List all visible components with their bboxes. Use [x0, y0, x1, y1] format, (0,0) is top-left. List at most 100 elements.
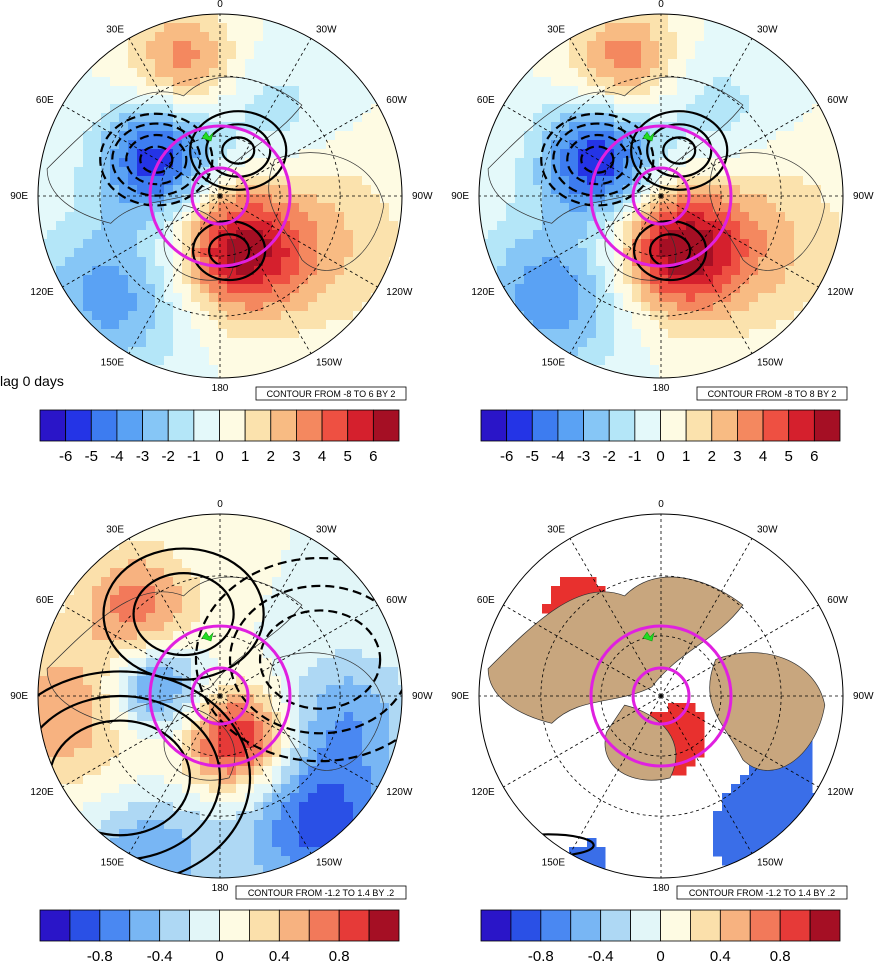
colorbar-swatch	[308, 909, 340, 942]
field-cell	[173, 320, 183, 330]
field-cell	[173, 577, 183, 587]
field-cell	[191, 212, 201, 222]
field-cell	[713, 167, 723, 177]
field-cell	[272, 631, 282, 641]
field-cell	[686, 293, 696, 303]
field-cell	[236, 221, 246, 231]
field-cell	[776, 176, 786, 186]
field-cell	[227, 748, 237, 758]
field-cell	[731, 50, 741, 60]
field-cell	[317, 203, 327, 213]
colorbar-label: -0.4	[147, 948, 173, 964]
meridian-line	[503, 104, 662, 197]
field-cell	[371, 766, 381, 776]
field-cell	[272, 838, 282, 848]
field-cell	[362, 721, 372, 731]
field-cell	[65, 766, 75, 776]
field-cell	[821, 266, 831, 276]
field-cell	[362, 176, 372, 186]
field-cell	[137, 793, 147, 803]
field-cell	[551, 320, 561, 330]
field-cell	[200, 23, 210, 33]
field-cell	[668, 95, 678, 105]
field-cell	[119, 140, 129, 150]
field-cell	[785, 104, 795, 114]
field-cell	[227, 374, 237, 378]
field-cell	[65, 613, 75, 623]
field-cell	[785, 131, 795, 141]
field-cell	[254, 523, 264, 533]
field-cell	[173, 622, 183, 632]
field-cell	[263, 14, 273, 24]
field-cell	[209, 203, 219, 213]
outer-reference-circle	[148, 124, 292, 268]
field-cell	[803, 149, 813, 159]
field-cell	[758, 185, 768, 195]
field-cell	[119, 77, 129, 87]
field-cell	[344, 257, 354, 267]
field-cell	[668, 221, 678, 231]
field-cell	[668, 140, 678, 150]
field-cell	[137, 167, 147, 177]
field-cell	[65, 122, 75, 132]
field-cell	[74, 257, 84, 267]
field-cell	[191, 185, 201, 195]
field-cell	[344, 613, 354, 623]
field-cell	[227, 221, 237, 231]
field-cell	[560, 68, 570, 78]
field-cell	[560, 275, 570, 285]
field-cell	[254, 829, 264, 839]
field-cell	[632, 140, 642, 150]
field-cell	[353, 739, 363, 749]
field-cell	[74, 266, 84, 276]
field-cell	[767, 802, 777, 812]
field-cell	[245, 667, 255, 677]
field-cell	[182, 257, 192, 267]
field-cell	[785, 149, 795, 159]
inner-reference-circle	[631, 666, 691, 726]
field-cell	[497, 248, 507, 258]
field-cell	[173, 140, 183, 150]
field-cell	[830, 167, 840, 177]
field-cell	[227, 775, 237, 785]
field-cell	[731, 329, 741, 339]
field-cell	[119, 748, 129, 758]
field-cell	[578, 50, 588, 60]
field-cell	[209, 568, 219, 578]
field-cell	[659, 721, 669, 731]
field-cell	[326, 802, 336, 812]
field-cell	[119, 338, 129, 348]
field-cell	[200, 365, 210, 375]
field-cell	[128, 311, 138, 321]
field-cell	[236, 676, 246, 686]
field-cell	[245, 712, 255, 722]
field-cell	[92, 622, 102, 632]
field-cell	[74, 757, 84, 767]
field-cell	[83, 586, 93, 596]
field-cell	[173, 293, 183, 303]
field-cell	[776, 185, 786, 195]
colorbar-swatch	[278, 909, 310, 942]
field-cell	[668, 365, 678, 375]
field-cell	[281, 86, 291, 96]
field-cell	[254, 721, 264, 731]
field-cell	[137, 239, 147, 249]
field-cell	[236, 149, 246, 159]
field-cell	[155, 104, 165, 114]
field-cell	[335, 212, 345, 222]
colorbar-label: 0.8	[329, 948, 350, 964]
field-cell	[677, 23, 687, 33]
field-cell	[74, 622, 84, 632]
field-cell	[164, 811, 174, 821]
field-cell	[173, 221, 183, 231]
field-cell	[146, 730, 156, 740]
field-cell	[614, 356, 624, 366]
field-cell	[281, 356, 291, 366]
field-cell	[812, 275, 822, 285]
field-cell	[290, 766, 300, 776]
field-cell	[749, 302, 759, 312]
field-cell	[101, 77, 111, 87]
field-cell	[38, 712, 48, 722]
field-cell	[668, 712, 678, 722]
field-cell	[533, 194, 543, 204]
